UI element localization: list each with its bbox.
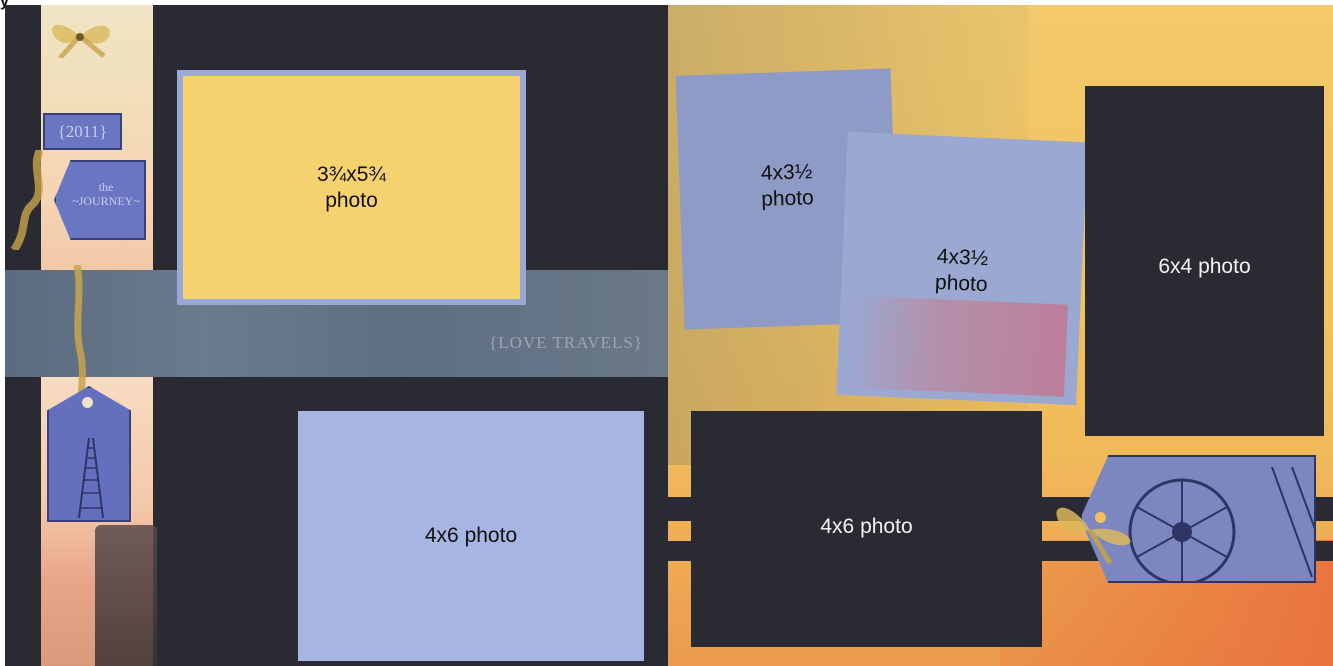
tag-hole xyxy=(82,397,93,408)
train-track-icon xyxy=(78,437,104,519)
photo-label: photo xyxy=(325,188,378,212)
ribbon-bow-icon xyxy=(52,24,110,58)
tag-year: {2011} xyxy=(43,113,122,150)
photo-size-label: 3¾x5¾ xyxy=(317,162,386,186)
ribbon-bow-icon xyxy=(1056,507,1131,565)
ink-wash xyxy=(846,295,1068,397)
photo-label: photo xyxy=(934,270,989,297)
ribbon-icon xyxy=(73,265,87,405)
tag-icon xyxy=(47,386,131,522)
stamp-love-travels: {LOVE TRAVELS} xyxy=(489,333,643,352)
photo-placeholder-dark: 4x6 photo xyxy=(691,411,1042,647)
tag-journey-small: the xyxy=(98,180,114,194)
photo-placeholder-dark: 6x4 photo xyxy=(1085,86,1324,436)
tag-icon xyxy=(54,160,146,240)
tag-journey-big: ~JOURNEY~ xyxy=(72,194,140,208)
photo-placeholder-yellow: 3¾x5¾ photo xyxy=(183,76,520,299)
brush-stroke xyxy=(95,525,157,666)
train-wheel-icon xyxy=(1128,466,1316,583)
tag-hole xyxy=(1095,512,1106,523)
photo-size-label: 4x6 photo xyxy=(424,524,518,547)
photo-size-label: 6x4 photo xyxy=(1158,255,1251,278)
photo-size-label: 4x6 photo xyxy=(820,515,913,538)
photo-label: photo xyxy=(760,186,815,211)
photo-size-label: 4x3½ xyxy=(760,160,813,185)
photo-size-label: 4x3½ xyxy=(936,244,989,271)
tag-journey-label: the ~JOURNEY~ xyxy=(70,180,142,208)
photo-placeholder-blue: 4x6 photo xyxy=(298,411,644,661)
page-label: y xyxy=(0,0,9,11)
tag-icon xyxy=(1080,455,1316,583)
ribbon-icon xyxy=(10,150,44,250)
